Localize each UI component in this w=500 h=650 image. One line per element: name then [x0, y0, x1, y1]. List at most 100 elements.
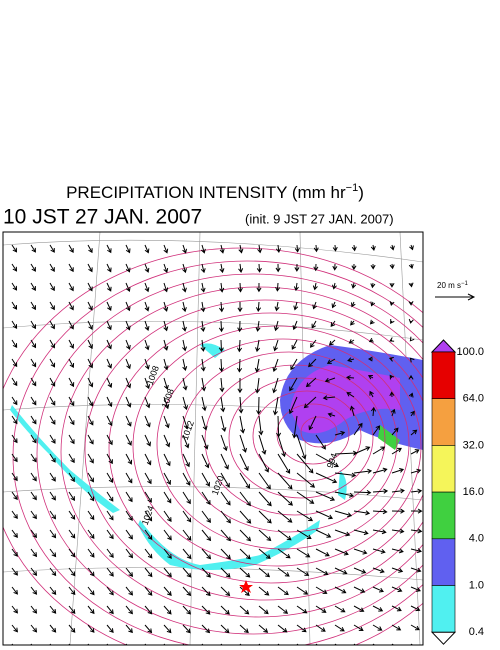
- wind-arrow: [390, 319, 395, 324]
- wind-arrow: [389, 301, 395, 307]
- wind-arrow: [49, 301, 55, 311]
- wind-arrow: [353, 422, 363, 436]
- wind-arrow: [49, 453, 56, 463]
- wind-arrow: [239, 434, 247, 453]
- wind-arrow: [372, 425, 381, 436]
- isobar: [300, 416, 338, 448]
- wind-arrow: [293, 301, 299, 311]
- wind-arrow: [347, 357, 355, 363]
- wind-arrow: [106, 415, 113, 427]
- wind-arrow: [334, 605, 346, 613]
- wind-arrow: [49, 396, 56, 406]
- wind-arrow: [182, 244, 188, 254]
- wind-arrow: [353, 586, 366, 593]
- wind-arrow: [351, 282, 357, 289]
- wind-arrow: [239, 624, 249, 634]
- wind-arrow: [353, 490, 372, 496]
- wind-arrow: [87, 453, 94, 464]
- wind-arrow: [255, 377, 261, 394]
- wind-arrow: [220, 529, 232, 542]
- wind-arrow: [163, 396, 170, 410]
- wind-arrow: [372, 605, 384, 612]
- wind-arrow: [144, 282, 150, 293]
- wind-arrow: [256, 396, 262, 415]
- wind-arrow: [313, 263, 319, 272]
- wind-arrow: [68, 377, 75, 388]
- wind-arrow: [144, 320, 150, 331]
- wind-arrow: [49, 472, 56, 482]
- wind-arrow: [125, 282, 131, 292]
- wind-arrow: [334, 529, 351, 537]
- wind-arrow: [106, 529, 114, 540]
- contour-label: 994: [325, 452, 340, 470]
- wind-arrow: [11, 301, 18, 310]
- wind-arrow: [30, 282, 36, 291]
- wind-arrow: [144, 567, 153, 578]
- wind-arrow: [294, 263, 300, 272]
- wind-arrow: [220, 396, 226, 413]
- wind-arrow: [201, 396, 207, 412]
- colorbar-bottom: [430, 631, 457, 645]
- wind-arrow: [201, 491, 211, 505]
- wind-arrow: [68, 491, 76, 501]
- wind-arrow: [277, 605, 289, 614]
- wind-arrow: [220, 624, 230, 634]
- wind-arrow: [410, 548, 422, 554]
- wind-arrow: [106, 396, 113, 408]
- wind-arrow: [68, 529, 76, 539]
- colorbar-label: 64.0: [463, 393, 484, 405]
- wind-arrow: [182, 282, 187, 293]
- wind-arrow: [367, 375, 374, 380]
- wind-arrow: [163, 567, 172, 578]
- wind-arrow: [237, 282, 243, 293]
- wind-arrow: [315, 548, 330, 557]
- wind-arrow: [291, 339, 298, 350]
- wind-arrow: [239, 605, 250, 615]
- colorbar-segment: [431, 445, 456, 493]
- wind-arrow: [87, 548, 95, 558]
- wind-arrow: [410, 429, 418, 436]
- wind-arrow: [391, 488, 405, 494]
- wind-arrow: [106, 624, 114, 634]
- wind-arrow: [219, 282, 225, 293]
- colorbar-segment: [431, 538, 456, 586]
- wind-arrow: [409, 336, 415, 342]
- wind-arrow: [220, 472, 230, 488]
- wind-arrow: [220, 605, 230, 615]
- wind-arrow: [144, 586, 153, 596]
- wind-arrow: [125, 320, 131, 331]
- wind-arrow: [200, 358, 206, 372]
- wind-arrow: [87, 624, 95, 633]
- wind-arrow: [68, 320, 74, 330]
- wind-arrow: [181, 301, 187, 313]
- wind-arrow: [296, 491, 315, 504]
- wind-arrow: [87, 301, 93, 311]
- wind-arrow: [312, 282, 318, 291]
- wind-arrow: [87, 358, 94, 369]
- wind-arrow: [201, 415, 208, 431]
- wind-arrow: [372, 446, 386, 455]
- wind-arrow: [311, 320, 317, 329]
- wind-arrow: [106, 244, 112, 254]
- wind-arrow: [125, 624, 133, 634]
- wind-arrow: [11, 377, 18, 387]
- wind-arrow: [201, 377, 207, 392]
- wind-arrow: [330, 320, 336, 328]
- wind-arrow: [144, 510, 153, 522]
- wind-arrow: [87, 396, 94, 407]
- wind-arrow: [68, 358, 75, 368]
- wind-arrow: [348, 339, 355, 344]
- wind-arrow: [11, 605, 18, 614]
- wind-arrow: [144, 244, 150, 254]
- wind-arrow: [312, 301, 318, 310]
- wind-arrow: [315, 491, 336, 501]
- wind-arrow: [258, 491, 272, 507]
- wind-arrow: [239, 415, 246, 434]
- wind-arrow: [408, 300, 414, 306]
- wind-arrow: [255, 301, 262, 312]
- wind-arrow: [272, 396, 279, 416]
- wind-arrow: [369, 319, 375, 325]
- wind-arrow: [277, 510, 293, 523]
- wind-arrow: [369, 390, 374, 398]
